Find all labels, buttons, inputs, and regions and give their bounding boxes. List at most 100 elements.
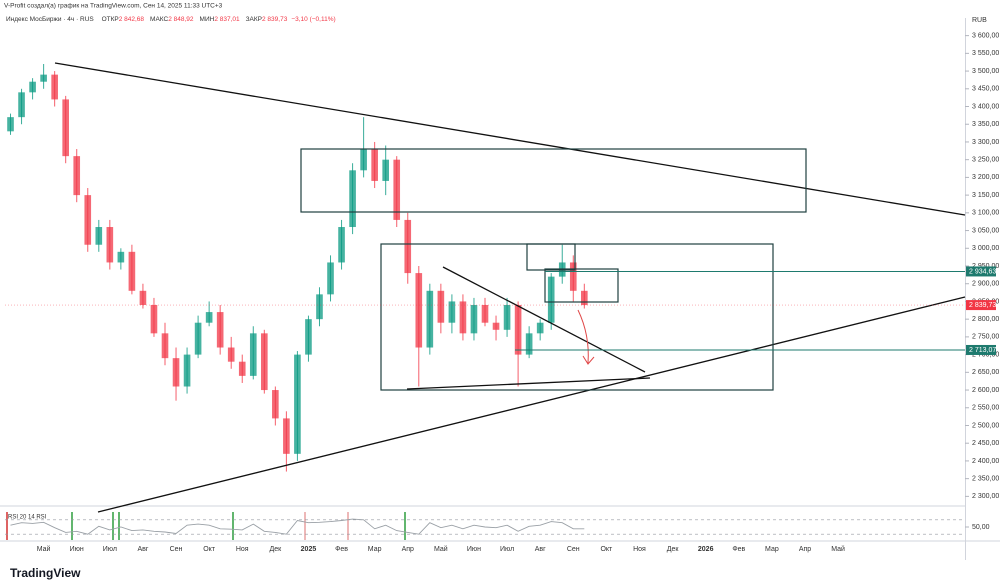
x-tick-label: Авг [535,546,546,553]
ohlc-label: ЗАКР [246,16,262,23]
candle-body [238,361,246,376]
candle-body [183,354,191,387]
candle-body [305,319,312,355]
x-tick-label: Дек [667,546,680,553]
rsi-line [10,518,585,535]
candle-body [514,304,522,355]
x-tick-label: Мар [368,546,382,553]
candle-body [547,276,555,323]
candle-body [349,170,356,228]
last-price-tag [966,300,996,311]
x-tick-label: 2026 [698,546,714,553]
candle-body [437,290,445,323]
ohlc-value: 2 842,68 [119,16,145,23]
candle-body [73,156,81,196]
ohlc-label: МИН [200,16,215,23]
candle-body [360,149,367,171]
y-tick-label: 3 400,00 [972,103,999,110]
x-tick-label: Июл [103,546,117,553]
candle-body [7,117,14,132]
level-tag [966,266,996,277]
y-tick-label: 2 800,00 [972,316,999,323]
candle-body [503,304,511,330]
x-tick-label: Авг [137,546,148,553]
candle-body [470,304,478,334]
candle-body [404,219,412,274]
y-tick-label: 3 500,00 [972,68,999,75]
x-tick-label: Сен [170,546,183,553]
candle-body [459,301,467,334]
x-tick-label: Ноя [236,546,249,553]
candle-body [95,227,103,245]
candle-body [249,333,257,376]
currency: RUB [972,17,987,24]
last-price-label: 2 839,73 [969,302,996,309]
x-tick-label: Май [434,545,448,553]
level-label: 2 713,07 [969,347,996,354]
ohlc-value: 2 848,92 [168,16,194,23]
level-tag [966,344,996,355]
drawings [54,62,966,513]
x-tick-label: Мар [765,546,779,553]
x-tick-label: Сен [567,546,580,553]
rsi-markers [6,512,406,540]
candle-body [139,290,147,305]
candle-body [492,322,500,330]
candle-body [536,322,544,334]
candle-body [581,290,588,306]
y-tick-label: 3 000,00 [972,245,999,252]
x-tick-label: Апр [402,546,414,553]
ohlc-value: 2 837,01 [214,16,240,23]
candle-body [283,418,290,454]
rsi-tick-label: 50,00 [972,524,990,531]
zone-rect [300,148,807,213]
x-tick-label: Июл [500,546,514,553]
candle-body [525,333,533,355]
watermark: TradingView [10,566,81,580]
candle-body [415,273,423,348]
candle-body [51,74,58,100]
trend-line [442,266,646,373]
candle-body [62,99,69,157]
arrow [577,309,595,365]
x-tick-label: Ноя [633,546,646,553]
y-tick-label: 2 350,00 [972,475,999,482]
candle-body [205,312,213,323]
y-tick-label: 3 100,00 [972,210,999,217]
candle-body [294,354,301,454]
y-tick-label: 2 400,00 [972,458,999,465]
level-label: 2 934,63 [969,268,996,275]
y-tick-label: 3 250,00 [972,157,999,164]
candle-body [569,262,577,291]
x-tick-label: Июн [70,546,84,553]
candle-body [106,227,114,263]
x-tick-label: Фев [732,546,745,553]
zone-rect [380,243,774,391]
candle-body [382,159,389,181]
y-tick-label: 3 350,00 [972,121,999,128]
y-tick-label: 3 600,00 [972,32,999,39]
candle-body [128,251,136,291]
y-tick-label: 3 300,00 [972,139,999,146]
candle-body [150,304,158,334]
candle-body [161,333,169,359]
trend-line [54,62,966,216]
y-tick-label: 2 900,00 [972,281,999,288]
y-tick-label: 2 550,00 [972,405,999,412]
candle-body [18,92,25,118]
y-tick-label: 2 650,00 [972,369,999,376]
x-tick-label: Май [831,545,845,553]
x-tick-label: Май [37,545,51,553]
candle-body [338,227,345,263]
candle-body [40,74,47,82]
y-tick-label: 2 500,00 [972,422,999,429]
y-tick-label: 3 200,00 [972,174,999,181]
ohlc-label: ОТКР [102,16,119,23]
candle-body [261,333,268,391]
y-tick-label: 2 300,00 [972,493,999,500]
candle-body [393,159,401,220]
symbol-header: Индекс МосБиржи · 4ч · RUS ОТКР2 842,68 М… [6,16,336,23]
candle-body [448,301,456,323]
change: −3,10 (−0,11%) [291,16,335,23]
